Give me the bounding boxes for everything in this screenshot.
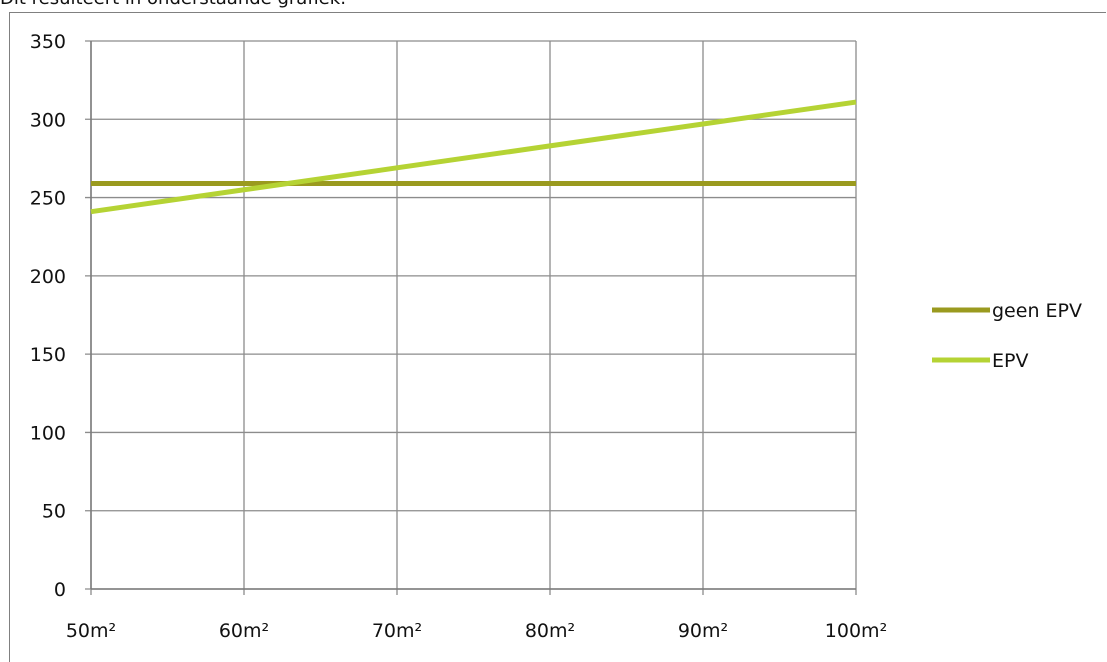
series-lines [90,99,857,215]
x-tick-label: 80m² [525,620,575,642]
y-tick-label: 250 [30,188,66,210]
axes [90,41,856,590]
x-tick-label: 100m² [825,620,887,642]
y-tick-label: 0 [54,579,66,601]
y-tick-label: 200 [30,266,66,288]
legend: geen EPV EPV [932,300,1082,372]
series-line-epv [90,99,857,215]
chart-frame [9,12,1106,662]
x-tick-labels: 50m² 60m² 70m² 80m² 90m² 100m² [66,620,887,642]
y-tick-label: 50 [42,501,66,523]
legend-label: EPV [992,350,1028,372]
y-tick-labels: 0 50 100 150 200 250 300 350 [30,31,66,601]
x-tick-label: 50m² [66,620,116,642]
y-tick-label: 100 [30,422,66,444]
y-tick-label: 150 [30,344,66,366]
intro-text: Dit resulteert in onderstaande grafiek: [0,0,346,9]
legend-label: geen EPV [992,300,1082,322]
grid-lines [85,40,857,595]
y-tick-label: 300 [30,109,66,131]
x-tick-label: 60m² [219,620,269,642]
y-tick-label: 350 [30,31,66,53]
x-tick-label: 70m² [372,620,422,642]
x-tick-label: 90m² [678,620,728,642]
